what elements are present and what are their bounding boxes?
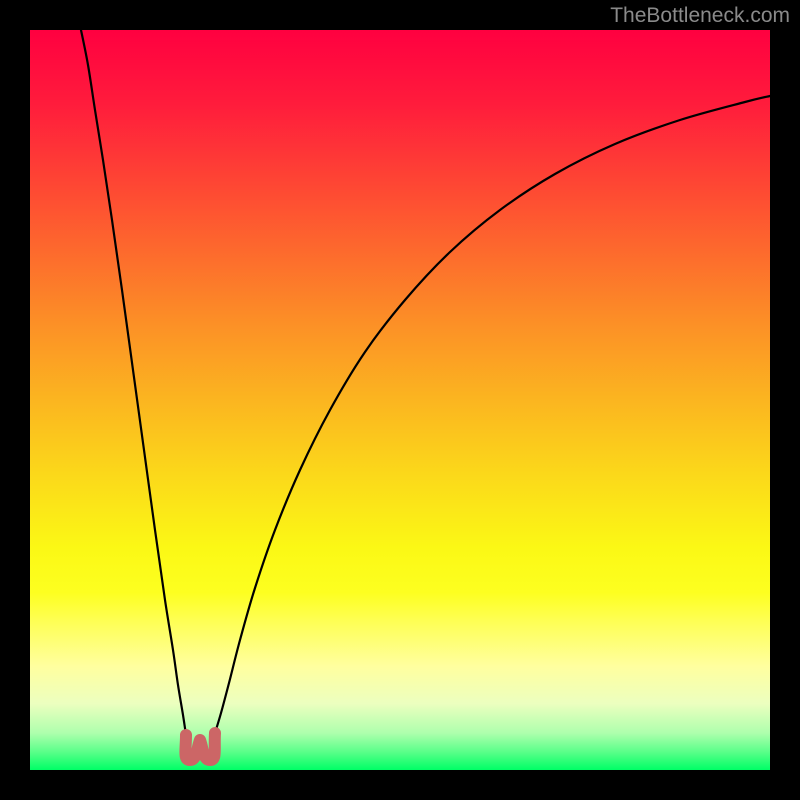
trough-marker xyxy=(185,733,215,760)
gradient-background xyxy=(30,30,770,770)
plot-svg xyxy=(0,0,800,800)
chart-container: TheBottleneck.com xyxy=(0,0,800,800)
watermark-text: TheBottleneck.com xyxy=(610,4,790,28)
